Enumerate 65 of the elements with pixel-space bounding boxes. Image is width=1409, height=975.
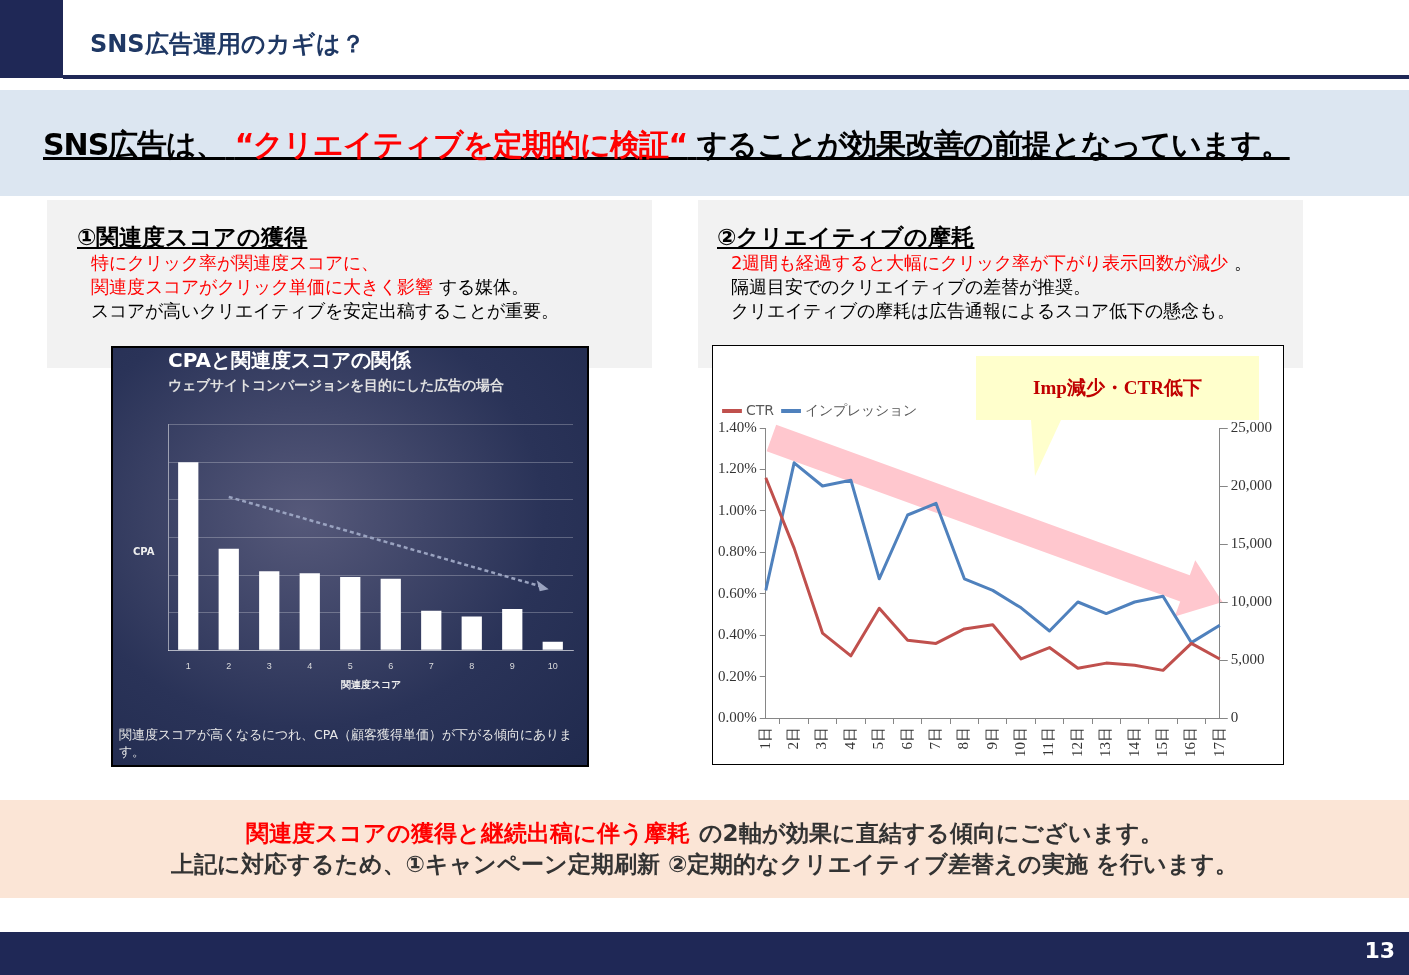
x-tick-label: 7日	[926, 727, 943, 750]
x-tick-label: 9日	[983, 727, 1000, 750]
text: 関連度スコアの獲得と継続出稿に伴う摩耗	[246, 820, 691, 846]
legend-label: インプレッション	[805, 401, 918, 418]
text: する媒体。	[438, 276, 529, 297]
text: “クリエイティブを定期的に検証“	[234, 127, 688, 162]
x-tick-label: 3	[266, 661, 272, 672]
x-tick-label: 15日	[1153, 727, 1170, 757]
text: クリエイティブの摩耗は広告通報によるスコア低下の懸念も。	[731, 300, 1235, 321]
y-tick-label: 0.00%	[718, 708, 757, 725]
text: 。	[1234, 252, 1253, 273]
x-tick-label: 4日	[841, 727, 858, 750]
x-tick-label: 13日	[1097, 727, 1114, 757]
x-tick-label: 16日	[1182, 727, 1199, 757]
text: 上記に対応するため、①キャンペーン定期刷新 ②定期的なクリエイティブ差替えの実施 を行います。	[170, 851, 1239, 877]
chart-subtitle: ウェブサイトコンバージョンを目的にした広告の場合	[168, 377, 504, 394]
text: ①関連度スコアの獲得	[77, 223, 308, 252]
x-tick-label: 2日	[785, 727, 802, 750]
x-tick-label: 1	[185, 661, 191, 672]
y-tick-label: 1.40%	[718, 418, 757, 435]
x-tick-label: 4	[307, 661, 313, 672]
y2-tick-label: 25,000	[1230, 418, 1272, 435]
text: ②クリエイティブの摩耗	[717, 223, 975, 252]
text: 2週間も経過すると大幅にクリック率が下がり表示回数が減少	[731, 252, 1229, 273]
x-tick-label: 9	[509, 661, 515, 672]
text: 特にクリック率が関連度スコアに、	[91, 252, 379, 273]
text: 13	[1364, 938, 1395, 963]
text: 隔週目安でのクリエイティブの差替が推奨。	[731, 276, 1091, 297]
y2-tick-label: 20,000	[1230, 476, 1272, 493]
x-tick-label: 11日	[1040, 727, 1057, 757]
x-tick-label: 17日	[1210, 727, 1227, 757]
y2-tick-label: 5,000	[1230, 650, 1265, 667]
x-tick-label: 8	[469, 661, 475, 672]
y-tick-label: 1.20%	[718, 460, 757, 477]
text: SNS広告運用のカギは？	[90, 29, 365, 60]
y-tick-label: 0.20%	[718, 667, 757, 684]
x-tick-label: 1日	[756, 727, 773, 750]
x-tick-label: 5	[347, 661, 353, 672]
y-tick-label: 0.60%	[718, 584, 757, 601]
text: 関連度スコアがクリック単価に大きく影響	[91, 276, 433, 297]
x-tick-label: 10日	[1012, 727, 1029, 757]
y2-tick-label: 0	[1230, 708, 1239, 725]
text: 関連度スコアが高くなるにつれ、CPA（顧客獲得単価）が下がる傾向にあります。	[119, 726, 574, 760]
y2-tick-label: 10,000	[1230, 592, 1272, 609]
x-tick-label: 3日	[813, 727, 830, 750]
text: Imp減少・CTR低下	[1032, 376, 1203, 400]
x-tick-label: 6	[388, 661, 394, 672]
x-tick-label: 5日	[870, 727, 887, 750]
y-axis-title: CPA	[133, 546, 155, 557]
y-tick-label: 0.40%	[718, 626, 757, 643]
x-tick-label: 10	[547, 661, 558, 672]
text: の2軸が効果に直結する傾向にございます。	[698, 820, 1163, 846]
x-axis-title: 関連度スコア	[340, 678, 401, 690]
x-tick-label: 2	[226, 661, 232, 672]
chart-title: CPAと関連度スコアの関係	[168, 348, 412, 373]
x-tick-label: 8日	[955, 727, 972, 750]
y2-tick-label: 15,000	[1230, 534, 1272, 551]
x-tick-label: 14日	[1125, 727, 1142, 757]
legend-label: CTR	[746, 401, 775, 418]
x-tick-label: 12日	[1068, 727, 1085, 757]
text: スコアが高いクリエイティブを安定出稿することが重要。	[91, 300, 559, 321]
x-tick-label: 6日	[898, 727, 915, 750]
y-tick-label: 1.00%	[718, 501, 757, 518]
y-tick-label: 0.80%	[718, 543, 757, 560]
x-tick-label: 7	[428, 661, 434, 672]
